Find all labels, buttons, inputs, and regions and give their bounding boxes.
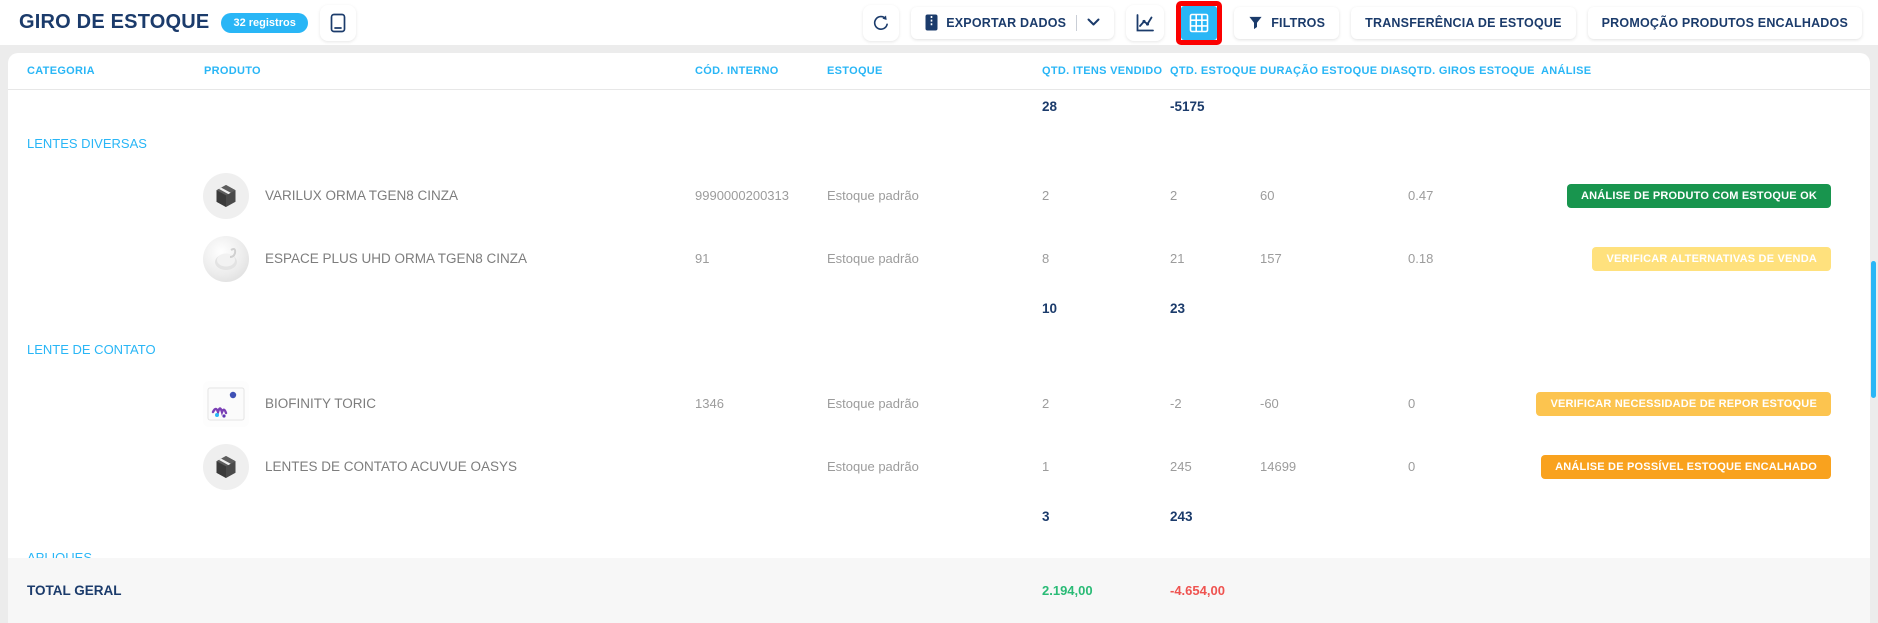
product-estoque-tipo: Estoque padrão xyxy=(827,251,919,266)
refresh-icon xyxy=(872,14,890,32)
stock-transfer-label: TRANSFERÊNCIA DE ESTOQUE xyxy=(1365,15,1562,30)
subtotal-qtd-estoque: -5175 xyxy=(1170,99,1205,114)
stock-transfer-button[interactable]: TRANSFERÊNCIA DE ESTOQUE xyxy=(1351,6,1576,39)
topbar-left: GIRO DE ESTOQUE 32 registros xyxy=(19,4,356,41)
table-row[interactable]: ESPACE PLUS UHD ORMA TGEN8 CINZA 91 Esto… xyxy=(8,227,1870,290)
product-qtd-estoque: 245 xyxy=(1170,459,1192,474)
category-row: LENTES DIVERSAS xyxy=(8,123,1870,164)
subtotal-qtd-itens-vendido: 3 xyxy=(1042,508,1050,524)
chart-view-button[interactable] xyxy=(1126,4,1165,41)
column-header-produto[interactable]: PRODUTO xyxy=(204,65,261,77)
category-row: LENTE DE CONTATO xyxy=(8,326,1870,372)
column-header-analise[interactable]: ANÁLISE xyxy=(1541,65,1592,77)
product-cod-interno: 9990000200313 xyxy=(695,188,789,203)
column-header-categoria[interactable]: CATEGORIA xyxy=(27,65,95,77)
filters-label: FILTROS xyxy=(1271,15,1326,30)
product-name: VARILUX ORMA TGEN8 CINZA xyxy=(265,188,459,203)
product-qtd-giros: 0 xyxy=(1408,396,1416,411)
product-cod-interno: 1346 xyxy=(695,396,724,411)
status-badge[interactable]: ANÁLISE DE POSSÍVEL ESTOQUE ENCALHADO xyxy=(1541,454,1831,479)
table-row[interactable]: VARILUX ORMA TGEN8 CINZA 9990000200313 E… xyxy=(8,164,1870,227)
subtotal-qtd-itens-vendido: 28 xyxy=(1042,99,1058,114)
promo-stale-products-button[interactable]: PROMOÇÃO PRODUTOS ENCALHADOS xyxy=(1587,6,1862,39)
product-qtd-estoque: 2 xyxy=(1170,188,1178,203)
product-name: ESPACE PLUS UHD ORMA TGEN8 CINZA xyxy=(265,251,528,266)
column-header-qtd-giros-estoque[interactable]: QTD. GIROS ESTOQUE xyxy=(1408,65,1535,77)
total-qtd-estoque: -4.654,00 xyxy=(1170,583,1225,598)
table-header-row: CATEGORIA PRODUTO CÓD. INTERNO ESTOQUE Q… xyxy=(8,53,1870,90)
table-row[interactable]: BIOFINITY TORIC 1346 Estoque padrão 2 -2… xyxy=(8,372,1870,435)
product-qtd-itens-vendido: 2 xyxy=(1042,188,1050,203)
annotation-red-box xyxy=(1176,0,1223,45)
total-row: TOTAL GERAL 2.194,00 -4.654,00 xyxy=(8,558,1870,623)
page-title: GIRO DE ESTOQUE xyxy=(19,11,210,33)
filters-button[interactable]: FILTROS xyxy=(1234,6,1340,39)
product-qtd-itens-vendido: 8 xyxy=(1042,251,1050,266)
zip-file-icon xyxy=(925,14,938,31)
box-icon xyxy=(203,172,249,219)
vertical-scrollbar[interactable] xyxy=(1871,261,1876,398)
total-label: TOTAL GERAL xyxy=(27,583,122,598)
status-badge[interactable]: VERIFICAR ALTERNATIVAS DE VENDA xyxy=(1592,246,1831,271)
subtotal-row: 10 23 xyxy=(8,290,1870,326)
subtotal-row: 3 243 xyxy=(8,498,1870,534)
promo-stale-products-label: PROMOÇÃO PRODUTOS ENCALHADOS xyxy=(1601,15,1848,30)
chevron-down-icon[interactable] xyxy=(1087,18,1100,27)
product-qtd-estoque: -2 xyxy=(1170,396,1182,411)
subtotal-qtd-estoque: 23 xyxy=(1170,300,1186,316)
category-label: LENTES DIVERSAS xyxy=(27,136,147,151)
catalog-book-button[interactable] xyxy=(319,4,356,41)
product-estoque-tipo: Estoque padrão xyxy=(827,188,919,203)
product-qtd-giros: 0.18 xyxy=(1408,251,1434,266)
product-name: LENTES DE CONTATO ACUVUE OASYS xyxy=(265,459,518,474)
category-label: LENTE DE CONTATO xyxy=(27,341,156,357)
product-duracao-estoque: -60 xyxy=(1260,396,1279,411)
product-qtd-giros: 0.47 xyxy=(1408,188,1434,203)
grid-view-button[interactable] xyxy=(1181,5,1218,40)
total-qtd-itens-vendido: 2.194,00 xyxy=(1042,583,1093,598)
product-estoque-tipo: Estoque padrão xyxy=(827,459,919,474)
product-duracao-estoque: 60 xyxy=(1260,188,1275,203)
product-qtd-itens-vendido: 1 xyxy=(1042,459,1050,474)
column-header-duracao-estoque-dias[interactable]: DURAÇÃO ESTOQUE DIAS xyxy=(1260,65,1409,77)
records-count-badge: 32 registros xyxy=(221,12,308,33)
product-qtd-estoque: 21 xyxy=(1170,251,1185,266)
refresh-button[interactable] xyxy=(863,4,900,41)
grid-icon xyxy=(1189,13,1209,33)
column-header-estoque[interactable]: ESTOQUE xyxy=(827,65,883,77)
product-name: BIOFINITY TORIC xyxy=(265,396,377,411)
product-duracao-estoque: 14699 xyxy=(1260,459,1297,474)
topbar: GIRO DE ESTOQUE 32 registros EXPORTAR DA… xyxy=(0,0,1878,45)
product-qtd-itens-vendido: 2 xyxy=(1042,396,1050,411)
button-divider xyxy=(1076,14,1078,31)
box-icon xyxy=(203,443,249,490)
table-row[interactable]: LENTES DE CONTATO ACUVUE OASYS Estoque p… xyxy=(8,435,1870,498)
export-data-label: EXPORTAR DADOS xyxy=(946,15,1067,30)
line-chart-icon xyxy=(1135,13,1155,33)
book-icon xyxy=(329,13,347,33)
column-header-cod-interno[interactable]: CÓD. INTERNO xyxy=(695,65,779,77)
stock-table-card: CATEGORIA PRODUTO CÓD. INTERNO ESTOQUE Q… xyxy=(8,53,1870,623)
product-estoque-tipo: Estoque padrão xyxy=(827,396,919,411)
filter-funnel-icon xyxy=(1248,15,1263,30)
product-photo xyxy=(203,380,249,427)
column-header-qtd-estoque[interactable]: QTD. ESTOQUE xyxy=(1170,65,1257,77)
export-data-button[interactable]: EXPORTAR DADOS xyxy=(911,6,1115,39)
subtotal-qtd-itens-vendido: 10 xyxy=(1042,300,1058,316)
status-badge[interactable]: VERIFICAR NECESSIDADE DE REPOR ESTOQUE xyxy=(1536,391,1831,416)
subtotal-qtd-estoque: 243 xyxy=(1170,508,1193,524)
status-badge[interactable]: ANÁLISE DE PRODUTO COM ESTOQUE OK xyxy=(1567,183,1831,208)
product-duracao-estoque: 157 xyxy=(1260,251,1282,266)
subtotal-row: 28 -5175 xyxy=(8,90,1870,123)
lens-photo xyxy=(203,235,249,282)
topbar-actions: EXPORTAR DADOS xyxy=(863,0,1862,45)
product-cod-interno: 91 xyxy=(695,251,710,266)
product-qtd-giros: 0 xyxy=(1408,459,1416,474)
column-header-qtd-itens-vendido[interactable]: QTD. ITENS VENDIDO xyxy=(1042,65,1163,77)
